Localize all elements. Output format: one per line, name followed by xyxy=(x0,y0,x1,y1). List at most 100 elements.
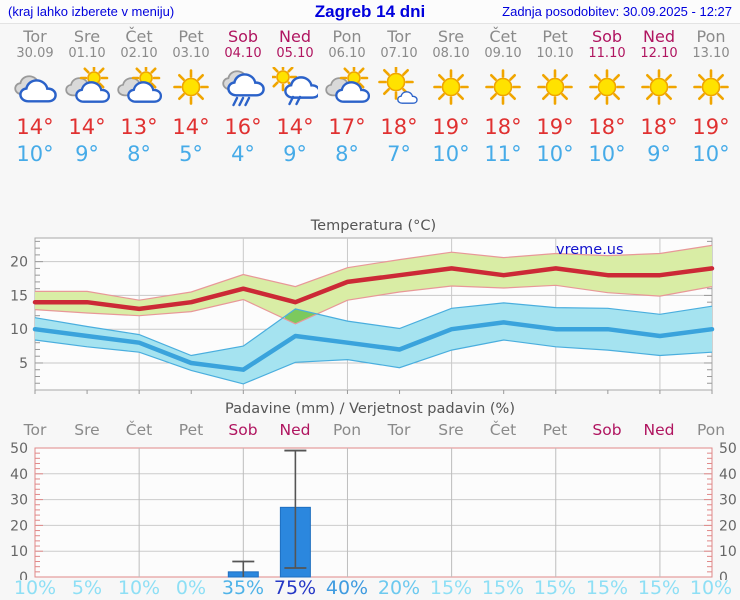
day-column-04.10[interactable]: Sob 04.10 16° 4° xyxy=(217,24,269,169)
precip-probability: 10% xyxy=(117,577,161,599)
precip-probability: 35% xyxy=(221,577,265,599)
partly-cloudy-icon xyxy=(65,63,111,103)
day-column-30.09[interactable]: Tor 30.09 14° 10° xyxy=(9,24,61,169)
temp-min: 10° xyxy=(16,142,54,166)
precip-y-label-right: 0 xyxy=(719,570,728,580)
day-column-10.10[interactable]: Pet 10.10 19° 10° xyxy=(529,24,581,169)
weather-icon-cell xyxy=(633,61,685,113)
precip-probability: 5% xyxy=(71,577,103,599)
precip-probability: 15% xyxy=(585,577,629,599)
precip-day-label: Sre xyxy=(74,421,100,439)
day-date: 30.09 xyxy=(16,46,54,61)
page-title: Zagreb 14 dni xyxy=(314,2,426,21)
weather-icon-cell xyxy=(165,61,217,113)
weather-icon-cell xyxy=(581,61,633,113)
precip-whisker xyxy=(284,449,307,569)
temp-max: 17° xyxy=(328,115,366,139)
weather-icon-cell xyxy=(9,61,61,113)
day-name: Pet xyxy=(178,27,204,46)
day-column-03.10[interactable]: Pet 03.10 14° 5° xyxy=(165,24,217,169)
temp-max: 16° xyxy=(224,115,262,139)
sunny-icon xyxy=(537,69,573,105)
temp-y-label: 5 xyxy=(19,356,28,372)
precip-y-label-right: 20 xyxy=(719,518,737,534)
precip-y-label-left: 0 xyxy=(19,570,28,580)
day-column-02.10[interactable]: Čet 02.10 13° 8° xyxy=(113,24,165,169)
precip-probability: 10% xyxy=(13,577,57,599)
temp-chart-title: Temperatura (°C) xyxy=(310,218,436,234)
day-column-11.10[interactable]: Sob 11.10 18° 10° xyxy=(581,24,633,169)
menu-hint[interactable]: (kraj lahko izberete v meniju) xyxy=(8,4,175,19)
day-name: Čet xyxy=(125,27,153,46)
weather-icon-cell xyxy=(529,61,581,113)
precip-probability: 15% xyxy=(429,577,473,599)
rain-icon xyxy=(222,70,265,107)
watermark[interactable]: vreme.us xyxy=(556,242,624,258)
precip-chart-title: Padavine (mm) / Verjetnost padavin (%) xyxy=(225,401,515,417)
temp-min: 4° xyxy=(231,142,255,166)
temp-max: 14° xyxy=(172,115,210,139)
weather-icon-cell xyxy=(61,61,113,113)
precip-plot-area xyxy=(34,447,713,578)
temp-max: 18° xyxy=(640,115,678,139)
precip-probability: 15% xyxy=(533,577,577,599)
weather-icon-cell xyxy=(373,61,425,113)
precip-day-label: Čet xyxy=(489,421,517,439)
day-name: Ned xyxy=(279,27,311,46)
precip-y-label-left: 10 xyxy=(10,544,28,560)
precipitation-chart: 0 0 10 10 20 20 30 30 40 40 50 50 xyxy=(10,441,737,580)
header: (kraj lahko izberete v meniju) Zagreb 14… xyxy=(0,0,740,24)
day-column-01.10[interactable]: Sre 01.10 14° 9° xyxy=(61,24,113,169)
day-column-07.10[interactable]: Tor 07.10 18° 7° xyxy=(373,24,425,169)
day-name: Sob xyxy=(227,27,259,46)
temp-max: 18° xyxy=(588,115,626,139)
day-column-08.10[interactable]: Sre 08.10 19° 10° xyxy=(425,24,477,169)
weather-icon-cell xyxy=(477,61,529,113)
precip-probability: 40% xyxy=(325,577,369,599)
probability-row: 10% 5% 10% 0% 35% 75% 40% 20% 15% 15% 15% 15% 15% 10% xyxy=(0,577,740,600)
day-name: Pet xyxy=(542,27,568,46)
sun-rain-icon xyxy=(268,62,321,106)
precip-day-label: Ned xyxy=(643,421,675,439)
cloudy-icon xyxy=(14,75,57,103)
day-date: 06.10 xyxy=(328,46,366,61)
day-column-12.10[interactable]: Ned 12.10 18° 9° xyxy=(633,24,685,169)
partly-cloudy-icon xyxy=(117,63,163,103)
sunny-icon xyxy=(433,69,469,105)
temperature-chart: 5 10 15 20 Temperatura (°C) vreme.us xyxy=(10,218,715,394)
day-column-13.10[interactable]: Pon 13.10 19° 10° xyxy=(685,24,737,169)
day-column-05.10[interactable]: Ned 05.10 14° 9° xyxy=(268,24,321,169)
temp-min: 10° xyxy=(588,142,626,166)
precip-day-label: Pon xyxy=(332,421,362,439)
temp-max: 19° xyxy=(536,115,574,139)
temp-min: 8° xyxy=(127,142,151,166)
precip-probability: 0% xyxy=(175,577,207,599)
sunny-icon xyxy=(693,69,729,105)
day-name: Tor xyxy=(23,27,47,46)
precip-day-label: Tor xyxy=(23,421,47,439)
precip-axis-ticks xyxy=(35,452,712,573)
day-column-09.10[interactable]: Čet 09.10 18° 11° xyxy=(477,24,529,169)
temp-max: 14° xyxy=(16,115,54,139)
day-name: Sre xyxy=(437,27,465,46)
precip-day-label: Sob xyxy=(228,421,258,439)
temp-min: 10° xyxy=(692,142,730,166)
day-name: Pon xyxy=(696,27,726,46)
sunny-icon xyxy=(641,69,677,105)
temp-min: 9° xyxy=(283,142,307,166)
day-name: Sre xyxy=(73,27,101,46)
precip-probability: 20% xyxy=(377,577,421,599)
weather-icon-cell xyxy=(113,61,165,113)
day-date: 12.10 xyxy=(640,46,678,61)
day-date: 11.10 xyxy=(588,46,626,61)
sunny-icon xyxy=(485,69,521,105)
day-date: 08.10 xyxy=(432,46,470,61)
sunny-icon xyxy=(589,69,625,105)
weather-icon-cell xyxy=(321,61,373,113)
temp-max: 18° xyxy=(380,115,418,139)
precip-day-label: Sre xyxy=(438,421,464,439)
day-date: 04.10 xyxy=(224,46,262,61)
day-column-06.10[interactable]: Pon 06.10 17° 8° xyxy=(321,24,373,169)
precip-probability: 15% xyxy=(637,577,681,599)
